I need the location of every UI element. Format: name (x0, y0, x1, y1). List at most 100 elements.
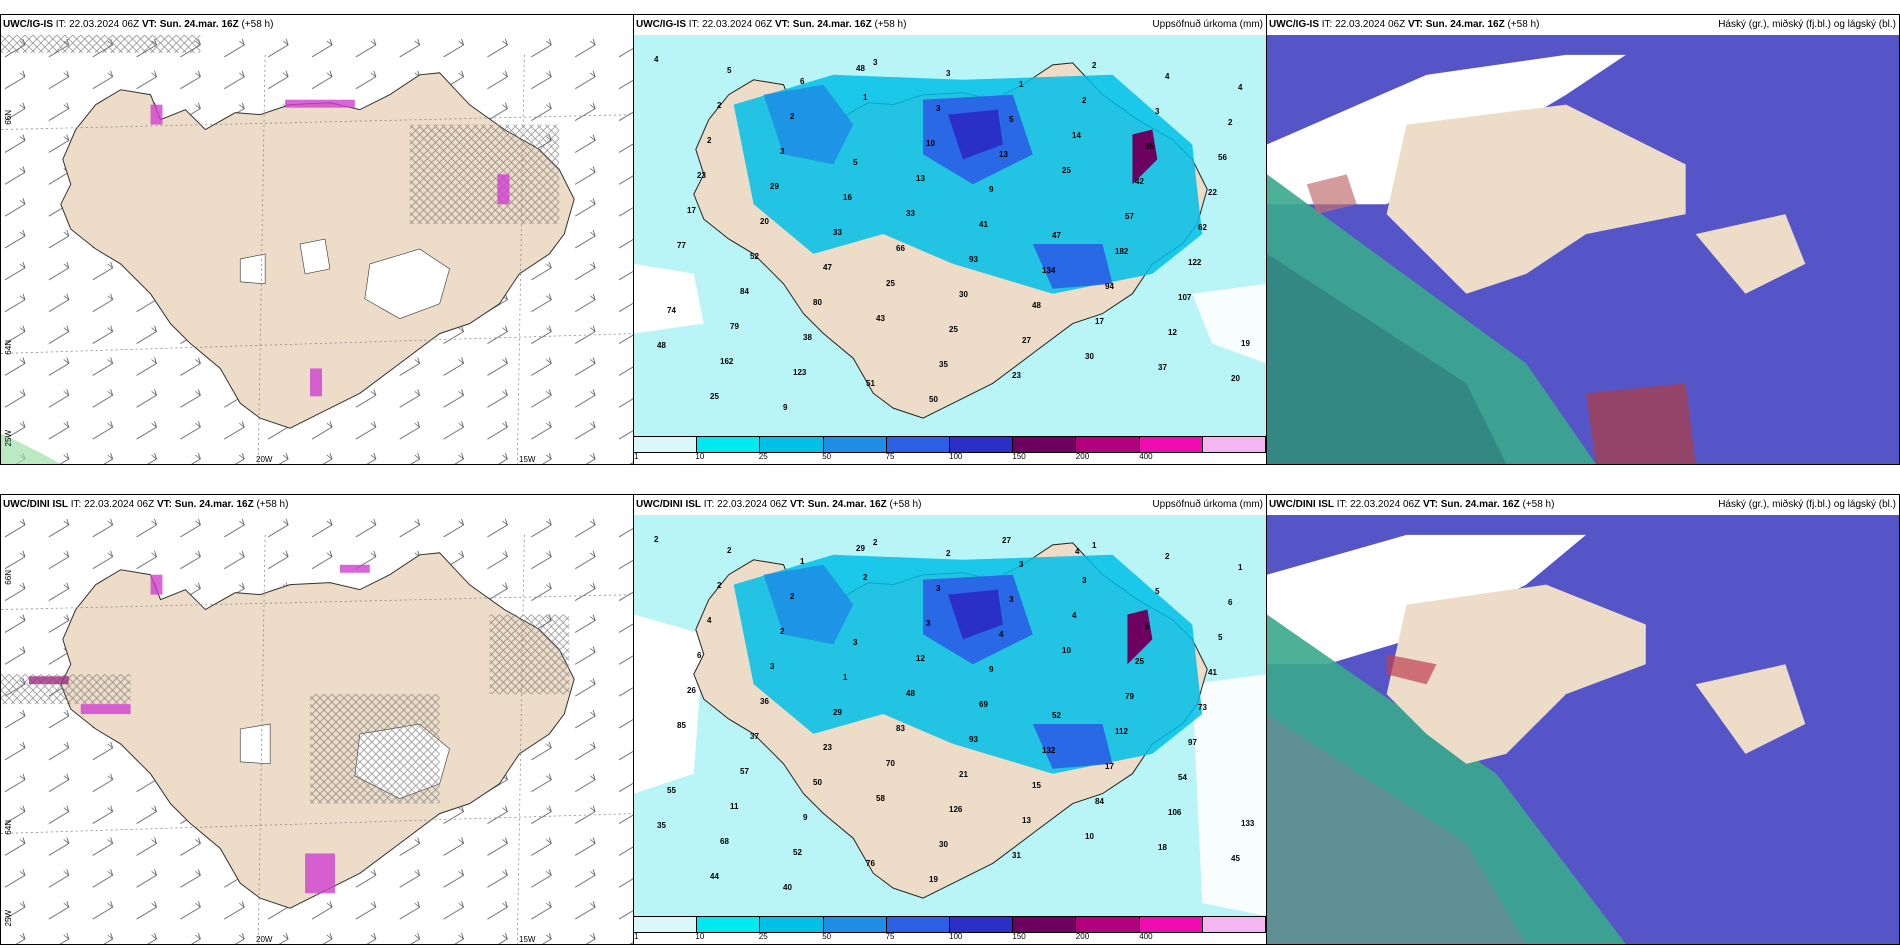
precip-value-label: 3 (1019, 560, 1024, 569)
precip-value-label: 5 (1155, 587, 1160, 596)
precip-value-label: 3 (926, 619, 931, 628)
precip-value-label: 50 (929, 395, 938, 404)
precip-value-label: 37 (1158, 363, 1167, 372)
precip-value-label: 77 (677, 241, 686, 250)
panel-bottom-wind: UWC/DINI ISL IT: 22.03.2024 06Z VT: Sun.… (0, 494, 634, 945)
colorbar-label: 400 (1139, 452, 1153, 461)
precip-value-label: 17 (1095, 317, 1104, 326)
precip-value-label: 2 (1228, 118, 1233, 127)
precip-value-label: 13 (999, 150, 1008, 159)
precip-value-label: 62 (1198, 223, 1207, 232)
precip-value-label: 41 (1208, 668, 1217, 677)
precip-value-label: 4 (999, 630, 1004, 639)
precip-value-label: 23 (1012, 371, 1021, 380)
precip-value-label: 69 (979, 700, 988, 709)
precip-value-label: 35 (939, 360, 948, 369)
colorbar-box (1013, 917, 1077, 932)
colorbar-box (760, 437, 824, 452)
precip-value-label: 3 (1082, 576, 1087, 585)
precip-value-label: 1 (843, 673, 848, 682)
precip-value-label: 21 (959, 770, 968, 779)
precip-value-label: 9 (783, 403, 788, 412)
panel-bottom-precip: UWC/DINI ISL IT: 22.03.2024 06Z VT: Sun.… (633, 494, 1267, 945)
precip-value-label: 19 (929, 875, 938, 884)
colorbar-boxes (634, 436, 1266, 453)
precip-value-label: 1 (800, 557, 805, 566)
precip-map-svg (634, 515, 1266, 916)
precip-value-label: 20 (760, 217, 769, 226)
panel-header: UWC/IG-IS IT: 22.03.2024 06Z VT: Sun. 24… (1267, 15, 1899, 35)
colorbar-label: 100 (949, 932, 963, 941)
precip-value-label: 29 (833, 708, 842, 717)
cloud-map-svg (1267, 515, 1899, 944)
colorbar-box (823, 437, 887, 452)
precip-value-label: 106 (1168, 808, 1182, 817)
panel-header: UWC/IG-IS IT: 22.03.2024 06Z VT: Sun. 24… (1, 15, 633, 35)
precip-value-label: 17 (1105, 762, 1114, 771)
precip-value-label: 134 (1042, 266, 1056, 275)
precip-value-label: 3 (770, 662, 775, 671)
precip-value-label: 5 (1009, 115, 1014, 124)
lon-label-20w: 20W (256, 935, 273, 944)
panel-top-cloud: UWC/IG-IS IT: 22.03.2024 06Z VT: Sun. 24… (1266, 14, 1900, 465)
colorbar-box (1013, 437, 1077, 452)
precip-value-label: 41 (979, 220, 988, 229)
precip-value-label: 30 (939, 840, 948, 849)
precip-value-label: 3 (1009, 595, 1014, 604)
precip-value-label: 4 (1238, 83, 1243, 92)
precip-value-label: 5 (727, 66, 732, 75)
precip-value-label: 11 (730, 802, 739, 811)
precip-value-label: 80 (813, 298, 822, 307)
precip-value-label: 43 (876, 314, 885, 323)
model-name: UWC/IG-IS (3, 19, 53, 30)
it-value: 22.03.2024 06Z (1335, 19, 1406, 30)
precip-value-label: 44 (710, 872, 719, 881)
precip-value-label: 55 (667, 786, 676, 795)
colorbar-label: 75 (885, 932, 895, 941)
precip-colorbar: 1 10 25 50 75 100 150 200 400 (634, 436, 1266, 464)
precip-value-label: 3 (936, 584, 941, 593)
colorbar-box (697, 437, 761, 452)
wind-map (1, 35, 633, 464)
colorbar-labels: 1 10 25 50 75 100 150 200 400 (634, 452, 1266, 464)
precip-value-label: 122 (1188, 258, 1202, 267)
vt-value: Sun. 24.mar. 16Z (174, 499, 254, 510)
colorbar-box (886, 437, 951, 452)
precip-title: Uppsöfnuð úrkoma (mm) (1152, 499, 1263, 510)
precip-value-label: 5 (1218, 633, 1223, 642)
vt-label: VT: (1422, 499, 1438, 510)
precip-value-label: 2 (727, 546, 732, 555)
panel-top-wind: UWC/IG-IS IT: 22.03.2024 06Z VT: Sun. 24… (0, 14, 634, 465)
precip-value-label: 27 (1002, 536, 1011, 545)
precip-value-label: 15 (1032, 781, 1041, 790)
it-label: IT: (55, 19, 67, 30)
precip-value-label: 6 (1228, 598, 1233, 607)
colorbar-box (950, 437, 1014, 452)
precip-value-label: 10 (1085, 832, 1094, 841)
lat-label-64n: 64N (4, 340, 13, 355)
it-label: IT: (703, 499, 715, 510)
it-value: 22.03.2024 06Z (1350, 499, 1421, 510)
precip-value-label: 9 (803, 813, 808, 822)
colorbar-label: 10 (695, 452, 705, 461)
precip-value-label: 4 (654, 55, 659, 64)
precip-value-label: 35 (1145, 142, 1154, 151)
precip-value-label: 20 (1231, 374, 1240, 383)
colorbar-box (760, 917, 824, 932)
precip-value-label: 10 (926, 139, 935, 148)
precip-value-label: 4 (1075, 547, 1080, 556)
it-label: IT: (688, 19, 700, 30)
colorbar-label: 50 (822, 932, 832, 941)
colorbar-label: 150 (1012, 452, 1026, 461)
precip-value-label: 36 (760, 697, 769, 706)
lead-time: (+58 h) (874, 19, 907, 30)
precip-value-label: 48 (856, 64, 865, 73)
colorbar-label: 400 (1139, 932, 1153, 941)
lat-label-66n: 66N (4, 570, 13, 585)
cloud-map (1267, 35, 1899, 464)
precip-value-label: 76 (866, 859, 875, 868)
precip-value-label: 37 (750, 732, 759, 741)
wind-map-svg (1, 515, 633, 944)
precip-value-label: 84 (1095, 797, 1104, 806)
precip-value-label: 123 (793, 368, 807, 377)
